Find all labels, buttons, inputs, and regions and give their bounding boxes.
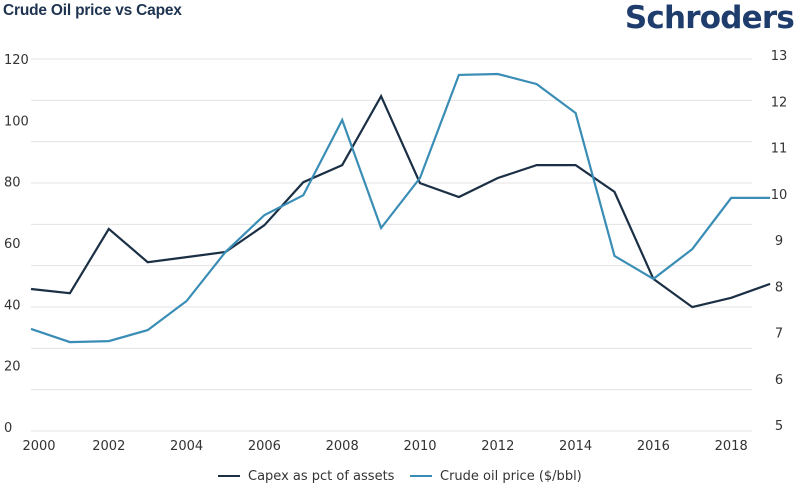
- legend-swatch-oil: [410, 475, 432, 477]
- right-axis-tick-label: 5: [775, 419, 783, 434]
- x-axis-ticks: 2000 2002 2004 2006 2008 2010 2012 2014 2016 2018: [22, 439, 747, 454]
- legend-item-oil[interactable]: Crude oil price ($/bbl): [410, 466, 582, 486]
- left-axis-tick-label: 40: [4, 298, 21, 313]
- left-axis-tick-label: 100: [4, 114, 29, 129]
- right-axis-tick-label: 6: [775, 373, 783, 388]
- legend-item-capex[interactable]: Capex as pct of assets: [218, 466, 394, 486]
- series-lines: [30, 72, 771, 344]
- legend-label-capex: Capex as pct of assets: [248, 468, 395, 484]
- gridlines: [31, 58, 752, 432]
- right-axis-ticks: 5 6 7 8 9 10 11 12 13: [771, 49, 788, 434]
- series-line-oil: [30, 72, 771, 344]
- x-axis-tick-label: 2002: [92, 439, 125, 454]
- left-axis-tick-label: 0: [4, 421, 12, 436]
- right-axis-tick-label: 13: [771, 49, 788, 64]
- legend: Capex as pct of assets Crude oil price (…: [0, 466, 800, 486]
- x-axis-tick-label: 2014: [559, 439, 592, 454]
- left-axis-ticks: 0 20 40 60 80 100 120: [4, 53, 29, 436]
- right-axis-tick-label: 7: [775, 327, 783, 342]
- chart-title: Crude Oil price vs Capex: [3, 2, 182, 19]
- series-line-capex: [30, 93, 771, 309]
- x-axis-tick-label: 2000: [22, 439, 55, 454]
- right-axis-tick-label: 8: [775, 280, 783, 295]
- left-axis-tick-label: 60: [4, 237, 21, 252]
- left-axis-tick-label: 120: [4, 53, 29, 68]
- legend-swatch-capex: [218, 475, 240, 477]
- x-axis-tick-label: 2018: [715, 439, 748, 454]
- x-axis-tick-label: 2016: [637, 439, 670, 454]
- x-axis-tick-label: 2008: [326, 439, 359, 454]
- x-axis-tick-label: 2006: [248, 439, 281, 454]
- left-axis-tick-label: 80: [4, 176, 21, 191]
- right-axis-tick-label: 10: [771, 188, 788, 203]
- legend-label-oil: Crude oil price ($/bbl): [440, 468, 582, 484]
- right-axis-tick-label: 11: [771, 142, 788, 157]
- schroders-logo: Schroders: [624, 0, 795, 36]
- x-axis-tick-label: 2010: [403, 439, 436, 454]
- x-axis-tick-label: 2004: [170, 439, 203, 454]
- x-axis-tick-label: 2012: [481, 439, 514, 454]
- right-axis-tick-label: 12: [771, 95, 788, 110]
- right-axis-tick-label: 9: [775, 234, 783, 249]
- left-axis-tick-label: 20: [4, 360, 21, 375]
